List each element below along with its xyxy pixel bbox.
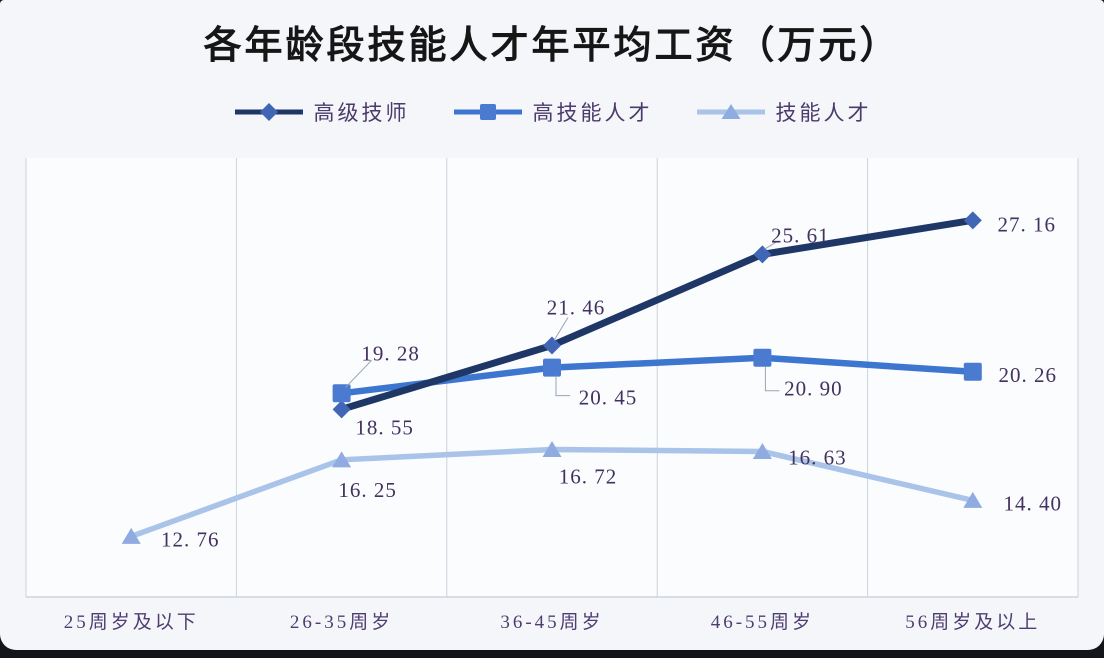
legend-triangle-shape [721, 104, 740, 119]
legend-diamond-marker-icon [234, 103, 303, 121]
leader-line-senior-technician-2 [553, 317, 569, 341]
value-label-senior-technician-3: 25. 61 [771, 223, 830, 247]
legend-item-high-skill-talent: 高技能人才 [452, 97, 653, 127]
data-point-skill-talent-3 [752, 442, 772, 459]
legend-label-skill-talent: 技能人才 [775, 101, 872, 125]
value-label-high-skill-talent-2: 20. 45 [579, 386, 638, 410]
data-point-skill-talent-1 [332, 451, 352, 468]
leader-line-high-skill-talent-1 [345, 359, 372, 388]
leader-line-high-skill-talent-2 [555, 375, 570, 397]
value-label-high-skill-talent-3: 20. 90 [784, 377, 843, 401]
data-point-high-skill-talent-1 [332, 384, 351, 403]
legend-item-skill-talent: 技能人才 [695, 97, 872, 127]
legend-item-senior-technician: 高级技师 [233, 97, 410, 127]
value-label-skill-talent-1: 16. 25 [338, 478, 397, 502]
value-label-high-skill-talent-4: 20. 26 [999, 363, 1058, 387]
value-label-senior-technician-2: 21. 46 [547, 295, 606, 319]
value-label-high-skill-talent-1: 19. 28 [361, 341, 420, 365]
legend-diamond-shape [259, 103, 278, 121]
leader-line-high-skill-talent-3 [764, 366, 780, 392]
leader-line-senior-technician-3 [764, 240, 778, 250]
legend-label-senior-technician: 高级技师 [313, 101, 410, 125]
value-label-skill-talent-4: 14. 40 [1004, 491, 1063, 515]
data-point-senior-technician-4 [963, 211, 982, 230]
legend-square-marker-icon [453, 104, 522, 120]
data-point-senior-technician-3 [753, 245, 772, 264]
value-label-skill-talent-0: 12. 76 [161, 527, 220, 551]
data-point-senior-technician-1 [332, 400, 351, 419]
data-point-high-skill-talent-2 [543, 358, 561, 377]
data-point-high-skill-talent-3 [753, 348, 772, 367]
series-line-senior-technician [338, 216, 977, 413]
data-point-skill-talent-4 [963, 491, 983, 508]
data-point-senior-technician-2 [543, 336, 561, 355]
data-point-skill-talent-0 [121, 527, 141, 544]
legend: 高级技师 高技能人才 技能人才 [0, 97, 1104, 127]
x-axis-label-0: 25周岁及以下 [64, 611, 199, 633]
x-axis-label-4: 56周岁及以上 [905, 611, 1040, 633]
legend-label-high-skill-talent: 高技能人才 [532, 101, 653, 125]
data-point-high-skill-talent-4 [963, 362, 982, 381]
legend-square-shape [479, 104, 496, 120]
value-label-senior-technician-4: 27. 16 [998, 212, 1057, 236]
x-axis-label-2: 36-45周岁 [500, 611, 603, 633]
x-axis-label-3: 46-55周岁 [711, 611, 814, 633]
legend-triangle-marker-icon [696, 104, 765, 119]
chart-title: 各年龄段技能人才年平均工资（万元） [203, 25, 901, 67]
x-axis-label-1: 26-35周岁 [290, 611, 393, 633]
value-label-senior-technician-1: 18. 55 [355, 415, 414, 439]
value-label-skill-talent-2: 16. 72 [559, 464, 618, 488]
data-point-skill-talent-2 [542, 440, 562, 457]
value-label-skill-talent-3: 16. 63 [788, 445, 847, 469]
